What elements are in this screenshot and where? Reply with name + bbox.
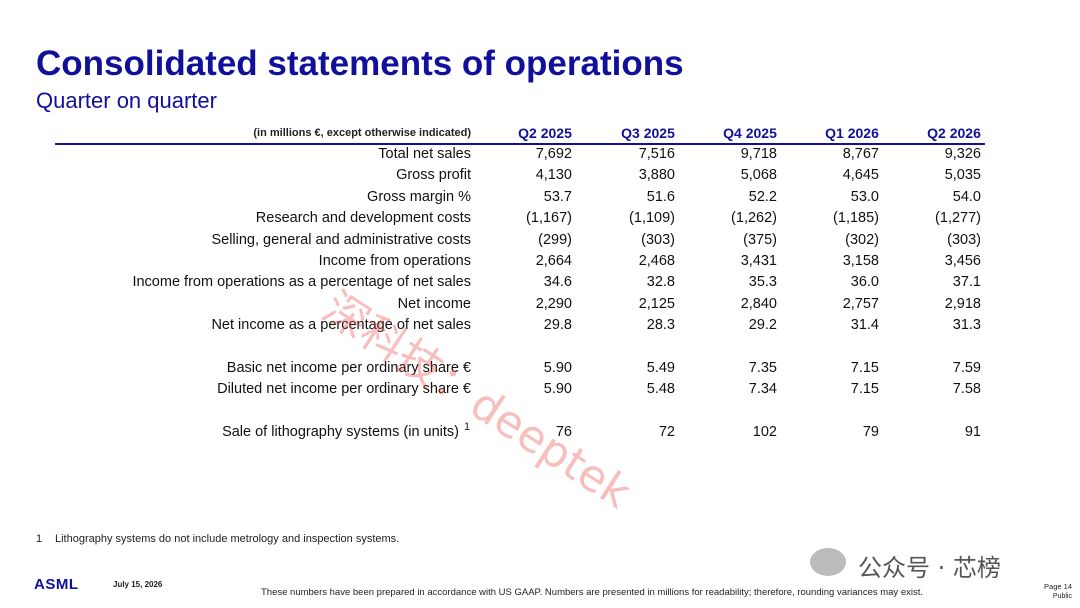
date: July 15, 2026: [113, 580, 163, 589]
cell: 3,456: [944, 253, 981, 269]
cell: 31.3: [952, 317, 981, 334]
cell: 3,431: [740, 253, 777, 269]
cell: 53.7: [543, 188, 572, 205]
column-header: Q3 2025: [621, 125, 675, 141]
wechat-label: 公众号 · 芯榜: [858, 554, 1001, 582]
cell: 8,767: [842, 146, 879, 162]
cell: 31.4: [850, 317, 879, 334]
cell: 4,130: [535, 167, 572, 184]
row-label: Total net sales: [378, 146, 471, 162]
cell: (299): [538, 231, 572, 248]
cell: 91: [964, 424, 981, 441]
classification: Public: [1052, 593, 1072, 600]
cell: 5,035: [944, 167, 981, 184]
cell: 53.0: [850, 188, 879, 205]
row-label: Basic net income per ordinary share €: [226, 360, 471, 376]
cell: 28.3: [646, 317, 675, 334]
row-label: Gross profit: [396, 167, 471, 184]
subtitle: Quarter on quarter: [36, 88, 217, 113]
row-label: Income from operations: [318, 253, 471, 269]
row-label: Net income as a percentage of net sales: [211, 317, 471, 334]
cell: 3,880: [638, 167, 675, 184]
cell: (302): [845, 231, 879, 248]
row-label: Sale of lithography systems (in units): [222, 424, 459, 441]
cell: 2,918: [944, 295, 981, 312]
cell: 29.2: [748, 317, 777, 334]
footnote-ref: 1: [464, 421, 471, 434]
title: Consolidated statements of operations: [36, 44, 684, 83]
cell: 7.15: [850, 381, 879, 398]
cell: 2,664: [535, 253, 572, 269]
cell: 54.0: [952, 188, 981, 205]
cell: 9,718: [740, 146, 777, 162]
cell: 51.6: [646, 188, 675, 205]
cell: (1,109): [629, 210, 675, 227]
row-label: Selling, general and administrative cost…: [211, 231, 471, 248]
column-header: Q4 2025: [723, 125, 777, 141]
row-label: Research and development costs: [255, 210, 471, 227]
cell: 3,158: [842, 253, 879, 269]
page-number: Page 14: [1044, 582, 1072, 591]
disclaimer: These numbers have been prepared in acco…: [261, 587, 923, 598]
table-caption: (in millions €, except otherwise indicat…: [253, 127, 471, 139]
cell: 29.8: [543, 317, 572, 334]
cell: 5.90: [543, 360, 572, 376]
cell: 5.48: [646, 381, 675, 398]
cell: 7,692: [535, 146, 572, 162]
column-header: Q2 2025: [518, 125, 572, 141]
cell: 5.49: [646, 360, 675, 376]
footnote-text: Lithography systems do not include metro…: [55, 533, 400, 545]
cell: 2,757: [842, 295, 879, 312]
cell: (1,262): [731, 210, 777, 227]
cell: 7.34: [748, 381, 777, 398]
cell: 4,645: [842, 167, 879, 184]
header-rule: [55, 143, 985, 145]
row-label: Net income: [397, 295, 471, 312]
cell: 2,125: [638, 295, 675, 312]
cell: 7.35: [748, 360, 777, 376]
cell: 72: [658, 424, 675, 441]
row-label: Gross margin %: [367, 188, 471, 205]
cell: 76: [555, 424, 572, 441]
column-header: Q1 2026: [825, 125, 879, 141]
cell: (1,185): [833, 210, 879, 227]
cell: (1,167): [526, 210, 572, 227]
cell: 9,326: [944, 146, 981, 162]
cell: 2,290: [535, 295, 572, 312]
cell: 2,840: [740, 295, 777, 312]
cell: 7.15: [850, 360, 879, 376]
cell: 5.90: [543, 381, 572, 398]
cell: 34.6: [543, 274, 572, 291]
cell: 5,068: [740, 167, 777, 184]
cell: 52.2: [748, 188, 777, 205]
cell: 79: [862, 424, 879, 441]
column-header: Q2 2026: [927, 125, 981, 141]
cell: 35.3: [748, 274, 777, 291]
logo: ASML: [34, 576, 79, 593]
cell: 37.1: [952, 274, 981, 291]
cell: 7.58: [952, 381, 981, 398]
footnote-mark: 1: [36, 533, 43, 545]
cell: 7,516: [638, 146, 675, 162]
cell: (303): [641, 231, 675, 248]
cell: 102: [752, 424, 777, 441]
cell: (303): [947, 231, 981, 248]
row-label: Diluted net income per ordinary share €: [217, 381, 471, 398]
cell: (375): [743, 231, 777, 248]
wechat-icon: [810, 548, 846, 576]
cell: 2,468: [638, 253, 675, 269]
cell: (1,277): [935, 210, 981, 227]
cell: 32.8: [646, 274, 675, 291]
cell: 7.59: [952, 360, 981, 376]
cell: 36.0: [850, 274, 879, 291]
row-label: Income from operations as a percentage o…: [132, 274, 471, 291]
